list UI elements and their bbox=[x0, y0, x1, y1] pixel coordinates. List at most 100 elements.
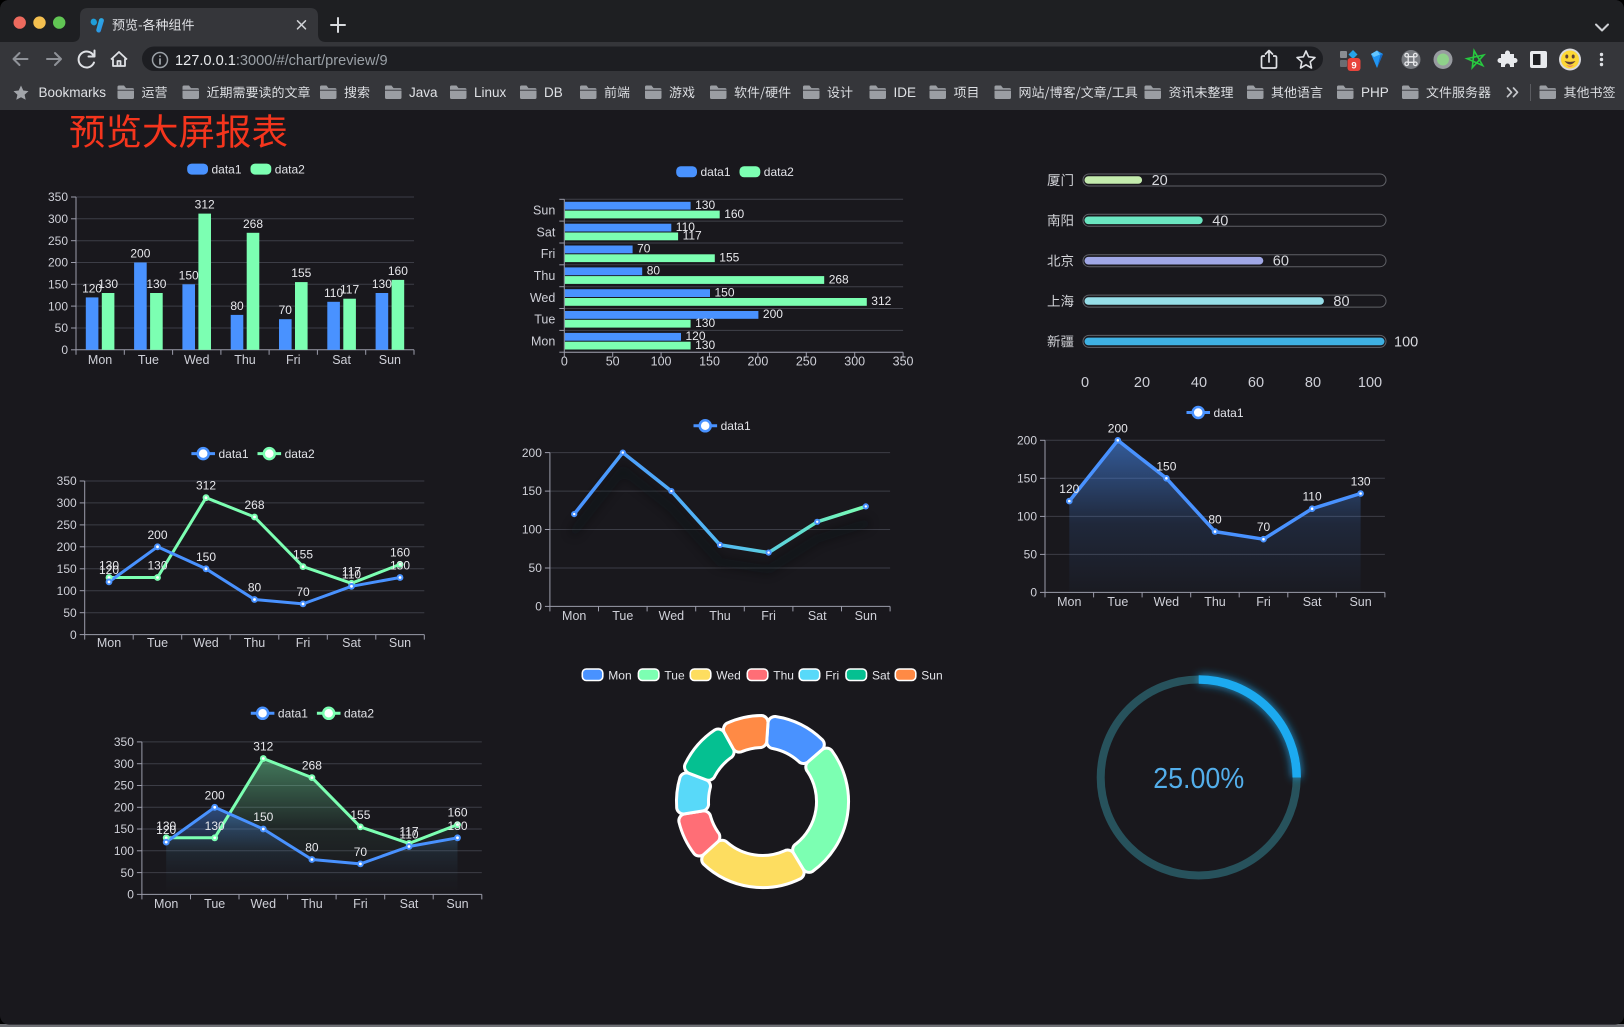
svg-text:Thu: Thu bbox=[773, 668, 794, 682]
svg-text:300: 300 bbox=[57, 496, 77, 510]
svg-text:130: 130 bbox=[390, 559, 410, 573]
svg-text:200: 200 bbox=[130, 247, 150, 261]
svg-text:Wed: Wed bbox=[530, 291, 556, 305]
svg-text:268: 268 bbox=[244, 498, 264, 512]
svg-text:150: 150 bbox=[179, 268, 199, 282]
svg-text:60: 60 bbox=[1273, 254, 1289, 270]
svg-text:Mon: Mon bbox=[562, 609, 586, 623]
svg-text:PHP: PHP bbox=[1361, 85, 1389, 100]
svg-text:data2: data2 bbox=[764, 165, 794, 179]
svg-text:268: 268 bbox=[243, 217, 263, 231]
svg-text:Bookmarks: Bookmarks bbox=[39, 85, 107, 100]
svg-text:20: 20 bbox=[1134, 375, 1150, 391]
svg-text:Mon: Mon bbox=[154, 897, 178, 911]
svg-text:300: 300 bbox=[114, 757, 134, 771]
svg-text:80: 80 bbox=[1333, 294, 1349, 310]
svg-text:110: 110 bbox=[1303, 490, 1322, 504]
svg-text:Thu: Thu bbox=[709, 609, 731, 623]
svg-text:117: 117 bbox=[342, 564, 361, 578]
svg-text:50: 50 bbox=[606, 355, 620, 369]
svg-text:150: 150 bbox=[1017, 472, 1037, 486]
svg-text:155: 155 bbox=[293, 548, 313, 562]
svg-text:80: 80 bbox=[1305, 375, 1321, 391]
svg-text:70: 70 bbox=[1257, 520, 1271, 534]
svg-text:100: 100 bbox=[1017, 510, 1037, 524]
svg-text:130: 130 bbox=[372, 277, 392, 291]
svg-text:155: 155 bbox=[719, 251, 739, 265]
svg-text:20: 20 bbox=[1152, 173, 1168, 189]
svg-text:DB: DB bbox=[544, 85, 563, 100]
svg-text:150: 150 bbox=[1156, 459, 1176, 473]
svg-text:150: 150 bbox=[114, 822, 134, 836]
svg-text:Tue: Tue bbox=[612, 609, 633, 623]
svg-text:350: 350 bbox=[48, 190, 68, 204]
svg-text:Tue: Tue bbox=[664, 668, 685, 682]
svg-text:Sun: Sun bbox=[446, 897, 468, 911]
svg-text:130: 130 bbox=[695, 198, 715, 212]
svg-text:100: 100 bbox=[651, 355, 672, 369]
svg-text:80: 80 bbox=[1208, 513, 1222, 527]
svg-text:Fri: Fri bbox=[296, 636, 311, 650]
svg-text:130: 130 bbox=[98, 277, 118, 291]
svg-text:0: 0 bbox=[70, 628, 77, 642]
svg-text:Linux: Linux bbox=[474, 85, 507, 100]
svg-text:Wed: Wed bbox=[251, 897, 277, 911]
svg-text:250: 250 bbox=[57, 518, 77, 532]
svg-text:70: 70 bbox=[279, 303, 293, 317]
svg-text:350: 350 bbox=[114, 735, 134, 749]
svg-text:150: 150 bbox=[715, 285, 735, 299]
svg-text:50: 50 bbox=[55, 321, 69, 335]
svg-text:200: 200 bbox=[48, 256, 68, 270]
svg-text:200: 200 bbox=[147, 528, 167, 542]
svg-text:117: 117 bbox=[683, 229, 702, 243]
svg-text:Thu: Thu bbox=[244, 636, 266, 650]
svg-text:data1: data1 bbox=[278, 707, 308, 721]
svg-text:200: 200 bbox=[763, 307, 783, 321]
svg-text:data2: data2 bbox=[275, 162, 305, 176]
svg-text:Wed: Wed bbox=[1154, 595, 1180, 609]
svg-text:120: 120 bbox=[99, 563, 119, 577]
svg-text:data1: data1 bbox=[219, 447, 249, 461]
svg-text:150: 150 bbox=[57, 562, 77, 576]
svg-text:312: 312 bbox=[196, 479, 216, 493]
svg-text:9: 9 bbox=[1351, 60, 1356, 71]
svg-text:Thu: Thu bbox=[301, 897, 323, 911]
svg-text:Mon: Mon bbox=[97, 636, 121, 650]
svg-text:110: 110 bbox=[399, 828, 418, 842]
svg-text:Mon: Mon bbox=[531, 335, 555, 349]
svg-text:70: 70 bbox=[637, 242, 651, 256]
svg-text:250: 250 bbox=[114, 779, 134, 793]
svg-text:Thu: Thu bbox=[534, 269, 556, 283]
svg-text:350: 350 bbox=[893, 355, 914, 369]
svg-text:Java: Java bbox=[409, 85, 438, 100]
svg-text:130: 130 bbox=[447, 819, 467, 833]
svg-text:200: 200 bbox=[205, 788, 225, 802]
svg-text:100: 100 bbox=[57, 584, 77, 598]
svg-text:150: 150 bbox=[699, 355, 720, 369]
svg-text:250: 250 bbox=[796, 355, 817, 369]
svg-text:Sun: Sun bbox=[379, 353, 401, 367]
svg-text:Sun: Sun bbox=[389, 636, 411, 650]
svg-text:Sun: Sun bbox=[1349, 595, 1371, 609]
svg-text:Thu: Thu bbox=[1204, 595, 1226, 609]
svg-text:117: 117 bbox=[340, 283, 359, 297]
svg-text:150: 150 bbox=[253, 810, 273, 824]
svg-text:Wed: Wed bbox=[184, 353, 210, 367]
svg-text:110: 110 bbox=[342, 567, 361, 581]
svg-text:Mon: Mon bbox=[1057, 595, 1081, 609]
svg-text:Tue: Tue bbox=[138, 353, 159, 367]
svg-text:data1: data1 bbox=[1214, 406, 1244, 420]
svg-text:0: 0 bbox=[535, 600, 542, 614]
svg-text:110: 110 bbox=[676, 220, 695, 234]
svg-text:150: 150 bbox=[48, 278, 68, 292]
svg-text:50: 50 bbox=[121, 866, 135, 880]
svg-text:50: 50 bbox=[63, 606, 77, 620]
svg-text:data1: data1 bbox=[701, 165, 731, 179]
svg-text:Tue: Tue bbox=[204, 897, 225, 911]
svg-text:50: 50 bbox=[529, 561, 543, 575]
svg-text:data1: data1 bbox=[212, 162, 242, 176]
svg-text:200: 200 bbox=[747, 355, 768, 369]
svg-text:312: 312 bbox=[195, 198, 215, 212]
svg-text:Sun: Sun bbox=[855, 609, 877, 623]
svg-text:312: 312 bbox=[253, 740, 273, 754]
